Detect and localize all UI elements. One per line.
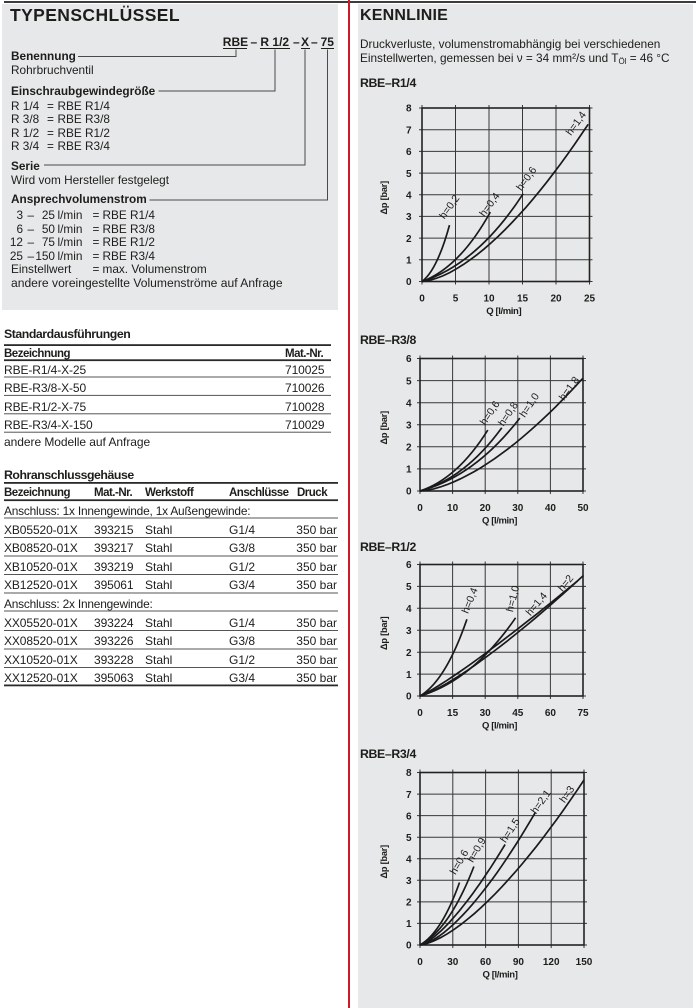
svg-text:Q [l/min]: Q [l/min]	[483, 970, 518, 981]
svg-text:Δp [bar]: Δp [bar]	[379, 411, 389, 445]
svg-text:5: 5	[453, 294, 459, 305]
svg-text:h=1,0: h=1,0	[517, 391, 542, 420]
svg-text:60: 60	[480, 957, 492, 968]
svg-text:0: 0	[406, 692, 412, 703]
svg-text:7: 7	[406, 790, 412, 801]
svg-text:4: 4	[406, 604, 412, 615]
svg-text:0: 0	[419, 294, 425, 305]
svg-text:1: 1	[406, 465, 412, 476]
svg-text:5: 5	[406, 169, 412, 180]
svg-text:8: 8	[406, 104, 412, 115]
svg-text:2: 2	[406, 648, 412, 659]
svg-text:h=0,2: h=0,2	[437, 193, 462, 222]
svg-text:1: 1	[406, 256, 412, 267]
svg-text:0: 0	[417, 957, 423, 968]
svg-text:60: 60	[545, 708, 557, 719]
svg-text:1: 1	[406, 670, 412, 681]
svg-text:h=1,4: h=1,4	[564, 109, 589, 138]
svg-text:40: 40	[545, 503, 557, 514]
svg-text:Δp [bar]: Δp [bar]	[379, 616, 389, 650]
svg-text:0: 0	[417, 708, 423, 719]
svg-text:0: 0	[406, 941, 412, 952]
svg-text:15: 15	[447, 708, 459, 719]
svg-text:120: 120	[543, 957, 560, 968]
svg-text:10: 10	[447, 503, 459, 514]
svg-text:h=3: h=3	[557, 784, 577, 806]
svg-text:2: 2	[406, 234, 412, 245]
svg-text:3: 3	[406, 212, 412, 223]
svg-text:2: 2	[406, 443, 412, 454]
svg-text:6: 6	[406, 560, 412, 571]
svg-text:4: 4	[406, 398, 412, 409]
svg-text:4: 4	[406, 854, 412, 865]
svg-text:Q [l/min]: Q [l/min]	[482, 721, 517, 732]
svg-text:3: 3	[406, 876, 412, 887]
svg-text:5: 5	[406, 582, 412, 593]
svg-text:75: 75	[577, 708, 589, 719]
svg-text:10: 10	[483, 294, 495, 305]
svg-text:0: 0	[406, 277, 412, 288]
svg-text:90: 90	[513, 957, 525, 968]
svg-text:0: 0	[406, 487, 412, 498]
svg-text:h=0,6: h=0,6	[514, 164, 539, 193]
svg-text:6: 6	[406, 811, 412, 822]
svg-text:3: 3	[406, 626, 412, 637]
svg-text:45: 45	[512, 708, 524, 719]
svg-text:2: 2	[406, 898, 412, 909]
svg-text:4: 4	[406, 190, 412, 201]
svg-text:Q [l/min]: Q [l/min]	[486, 306, 521, 317]
svg-text:1: 1	[406, 919, 412, 930]
svg-text:0: 0	[417, 503, 423, 514]
svg-text:h=1,8: h=1,8	[557, 374, 582, 403]
svg-text:20: 20	[550, 294, 562, 305]
svg-text:h=0,4: h=0,4	[460, 586, 481, 615]
svg-text:30: 30	[512, 503, 524, 514]
svg-text:h=1,0: h=1,0	[504, 584, 522, 613]
svg-text:Δp [bar]: Δp [bar]	[379, 181, 389, 215]
svg-text:30: 30	[480, 708, 492, 719]
svg-text:150: 150	[576, 957, 593, 968]
svg-text:25: 25	[584, 294, 596, 305]
svg-text:Δp [bar]: Δp [bar]	[379, 845, 389, 879]
svg-text:15: 15	[517, 294, 529, 305]
svg-text:Q [l/min]: Q [l/min]	[482, 516, 517, 527]
svg-text:30: 30	[447, 957, 459, 968]
svg-text:50: 50	[577, 503, 589, 514]
svg-text:h=2: h=2	[556, 573, 577, 594]
svg-text:5: 5	[406, 376, 412, 387]
svg-text:3: 3	[406, 420, 412, 431]
svg-text:6: 6	[406, 354, 412, 365]
svg-text:20: 20	[480, 503, 492, 514]
svg-text:8: 8	[406, 768, 412, 779]
svg-text:7: 7	[406, 125, 412, 136]
svg-text:6: 6	[406, 147, 412, 158]
svg-text:h=2,1: h=2,1	[529, 788, 554, 817]
svg-text:5: 5	[406, 833, 412, 844]
